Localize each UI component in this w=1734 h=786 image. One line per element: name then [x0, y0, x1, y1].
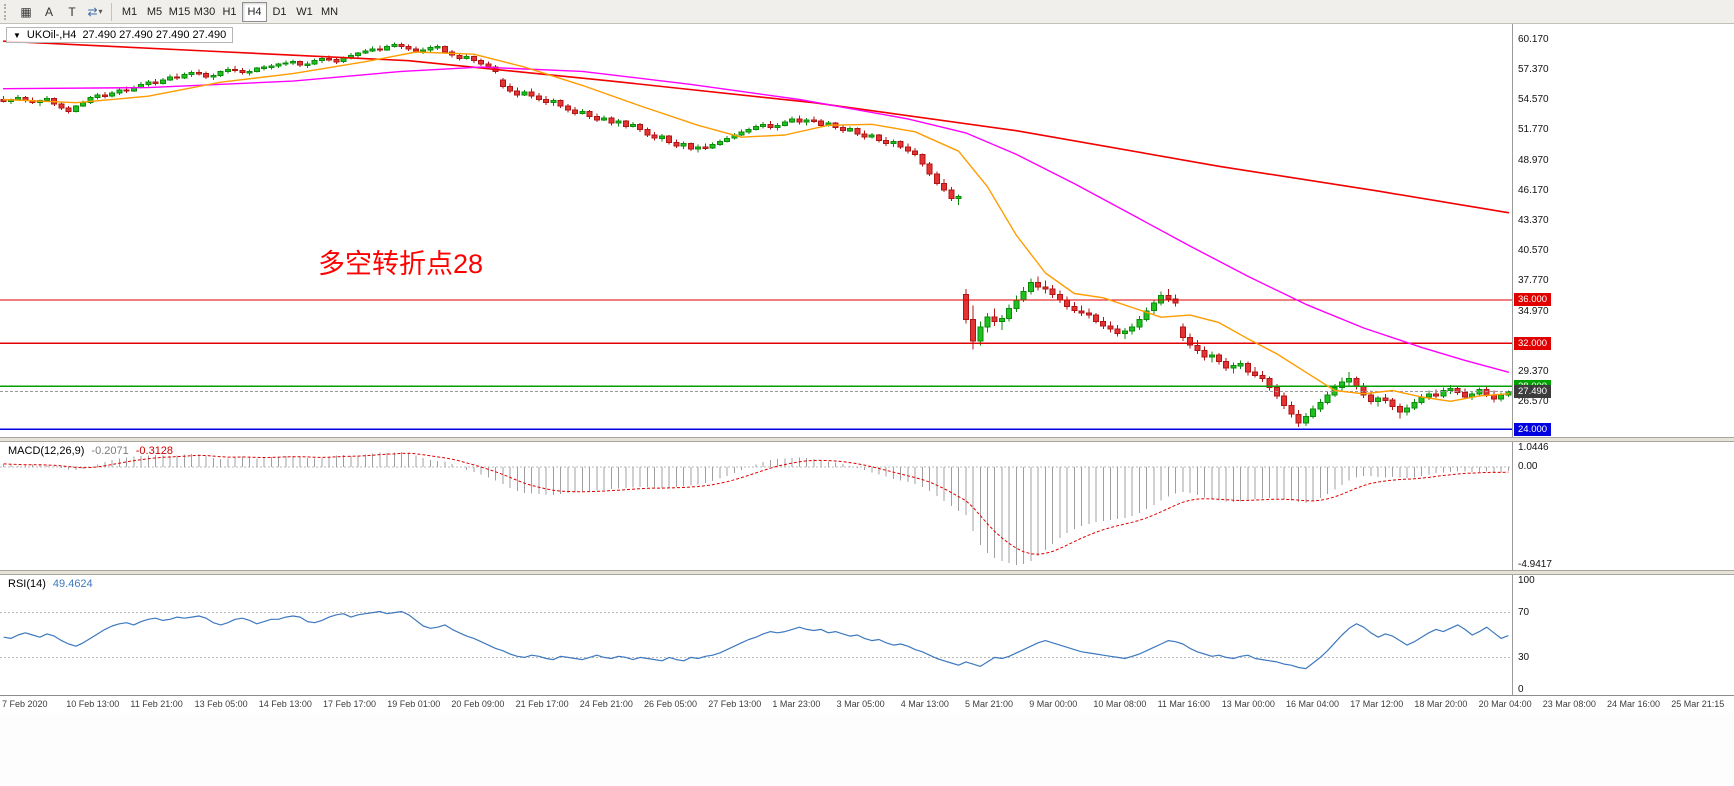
time-label: 11 Feb 21:00 — [130, 699, 183, 709]
cycle-arrows-glyph: ⇄ — [87, 4, 98, 19]
price-tick-label: 37.770 — [1518, 275, 1549, 287]
rsi-scale-label: 30 — [1518, 651, 1530, 663]
text-tool-icon[interactable]: T — [61, 2, 83, 22]
annotate-a-icon[interactable]: A — [38, 2, 60, 22]
toolbar-separator — [111, 2, 112, 21]
price-tick-label: 57.370 — [1518, 64, 1549, 76]
time-label: 4 Mar 13:00 — [900, 699, 949, 709]
tf-button-w1[interactable]: W1 — [292, 2, 317, 22]
time-axis[interactable]: 7 Feb 2020 10 Feb 13:00 11 Feb 21:00 13 Feb… — [0, 695, 1734, 713]
macd-main-value: -0.2071 — [91, 445, 129, 457]
tile-windows-icon[interactable]: ▦ — [15, 2, 37, 22]
chart-symbol-label[interactable]: ▼ UKOil-,H4 27.490 27.490 27.490 27.490 — [6, 27, 234, 43]
tf-button-d1[interactable]: D1 — [267, 2, 292, 22]
price-tick-label: 43.370 — [1518, 215, 1549, 227]
tf-button-m30[interactable]: M30 — [192, 2, 217, 22]
price-tick-label: 46.170 — [1518, 184, 1549, 196]
time-label: 14 Feb 13:00 — [258, 699, 312, 709]
rsi-scale-label: 100 — [1518, 575, 1535, 586]
tf-button-h1[interactable]: H1 — [217, 2, 242, 22]
tf-button-mn[interactable]: MN — [317, 2, 342, 22]
main-price-scale[interactable]: 60.170 57.370 54.570 51.770 48.970 46.170 43.3… — [1512, 24, 1734, 437]
time-label: 23 Mar 08:00 — [1542, 699, 1596, 709]
macd-signal-value: -0.3128 — [135, 445, 174, 457]
time-label: 20 Mar 04:00 — [1478, 699, 1532, 709]
price-tick-label: 29.370 — [1518, 365, 1549, 377]
time-label: 1 Mar 23:00 — [772, 699, 821, 709]
macd-label: MACD(12,26,9) -0.2071 -0.3128 — [8, 445, 173, 457]
time-label: 26 Feb 05:00 — [644, 699, 698, 709]
time-label: 25 Mar 21:15 — [1671, 699, 1725, 709]
chart-window: ▼ UKOil-,H4 27.490 27.490 27.490 27.490 … — [0, 24, 1734, 786]
cycle-symbols-icon[interactable]: ⇄ ▾ — [84, 2, 106, 22]
macd-scale-label: 1.0446 — [1518, 442, 1549, 453]
panel-splitter-2[interactable] — [0, 570, 1734, 575]
time-label: 16 Mar 04:00 — [1286, 699, 1340, 709]
macd-scale[interactable]: 1.0446 0.00 -4.9417 — [1512, 442, 1734, 570]
rsi-title: RSI(14) — [8, 578, 46, 590]
tf-button-m1[interactable]: M1 — [117, 2, 142, 22]
price-tick-label: 34.970 — [1518, 305, 1549, 317]
time-label: 5 Mar 21:00 — [965, 699, 1014, 709]
toolbar: ▦ A T ⇄ ▾ M1 M5 M15 M30 H1 H4 D1 W1 MN — [0, 0, 1734, 24]
panel-splitter-1[interactable] — [0, 437, 1734, 442]
price-badge: 24.000 — [1514, 422, 1552, 436]
price-badge: 36.000 — [1514, 293, 1552, 307]
price-tick-label: 60.170 — [1518, 33, 1549, 45]
tf-button-h4[interactable]: H4 — [242, 1, 267, 22]
price-tick-label: 40.570 — [1518, 245, 1549, 257]
time-label: 10 Mar 08:00 — [1093, 699, 1147, 709]
rsi-value: 49.4624 — [52, 578, 93, 590]
macd-scale-label: 0.00 — [1518, 461, 1538, 473]
tf-button-m5[interactable]: M5 — [142, 2, 167, 22]
time-label: 17 Mar 12:00 — [1350, 699, 1404, 709]
time-label: 18 Mar 20:00 — [1414, 699, 1468, 709]
time-label: 20 Feb 09:00 — [451, 699, 505, 709]
tf-button-m15[interactable]: M15 — [167, 2, 192, 22]
rsi-scale-label: 0 — [1518, 684, 1524, 695]
rsi-label: RSI(14) 49.4624 — [8, 578, 93, 590]
chart-annotation-text[interactable]: 多空转折点28 — [318, 249, 484, 279]
chevron-down-icon: ▾ — [98, 7, 103, 16]
time-label: 19 Feb 01:00 — [387, 699, 441, 709]
main-price-panel: ▼ UKOil-,H4 27.490 27.490 27.490 27.490 … — [0, 24, 1734, 437]
time-label: 17 Feb 17:00 — [323, 699, 377, 709]
main-plot[interactable] — [0, 24, 1512, 437]
ohlc-values: 27.490 27.490 27.490 27.490 — [82, 29, 227, 41]
price-tick-label: 26.570 — [1518, 396, 1549, 408]
symbol-period-label: UKOil-,H4 — [26, 29, 77, 41]
rsi-panel: RSI(14) 49.4624 100 70 30 0 — [0, 575, 1734, 695]
time-label: 9 Mar 00:00 — [1029, 699, 1078, 709]
dropdown-triangle-icon: ▼ — [13, 30, 21, 40]
toolbar-grip[interactable] — [4, 3, 10, 20]
price-tick-label: 51.770 — [1518, 124, 1549, 136]
time-label: 24 Mar 16:00 — [1607, 699, 1661, 709]
macd-scale-label: -4.9417 — [1518, 559, 1552, 570]
rsi-scale[interactable]: 100 70 30 0 — [1512, 575, 1734, 695]
macd-plot[interactable] — [0, 442, 1512, 570]
time-label: 10 Feb 13:00 — [66, 699, 120, 709]
time-label: 27 Feb 13:00 — [708, 699, 762, 709]
time-label: 24 Feb 21:00 — [579, 699, 633, 709]
time-label: 21 Feb 17:00 — [515, 699, 569, 709]
time-label: 13 Mar 00:00 — [1221, 699, 1275, 709]
time-label: 13 Feb 05:00 — [194, 699, 248, 709]
price-badge: 32.000 — [1514, 336, 1552, 350]
price-tick-label: 48.970 — [1518, 154, 1549, 166]
macd-panel: MACD(12,26,9) -0.2071 -0.3128 1.0446 0.00… — [0, 442, 1734, 570]
time-label: 11 Mar 16:00 — [1157, 699, 1210, 709]
price-badge: 27.490 — [1514, 385, 1552, 399]
price-tick-label: 54.570 — [1518, 94, 1549, 106]
rsi-scale-label: 70 — [1518, 607, 1530, 619]
rsi-plot[interactable] — [0, 575, 1512, 695]
macd-title: MACD(12,26,9) — [8, 445, 85, 457]
time-label: 7 Feb 2020 — [2, 699, 48, 709]
time-label: 3 Mar 05:00 — [836, 699, 885, 709]
timeframe-buttons: M1 M5 M15 M30 H1 H4 D1 W1 MN — [117, 1, 342, 22]
bottom-space — [0, 713, 1734, 786]
